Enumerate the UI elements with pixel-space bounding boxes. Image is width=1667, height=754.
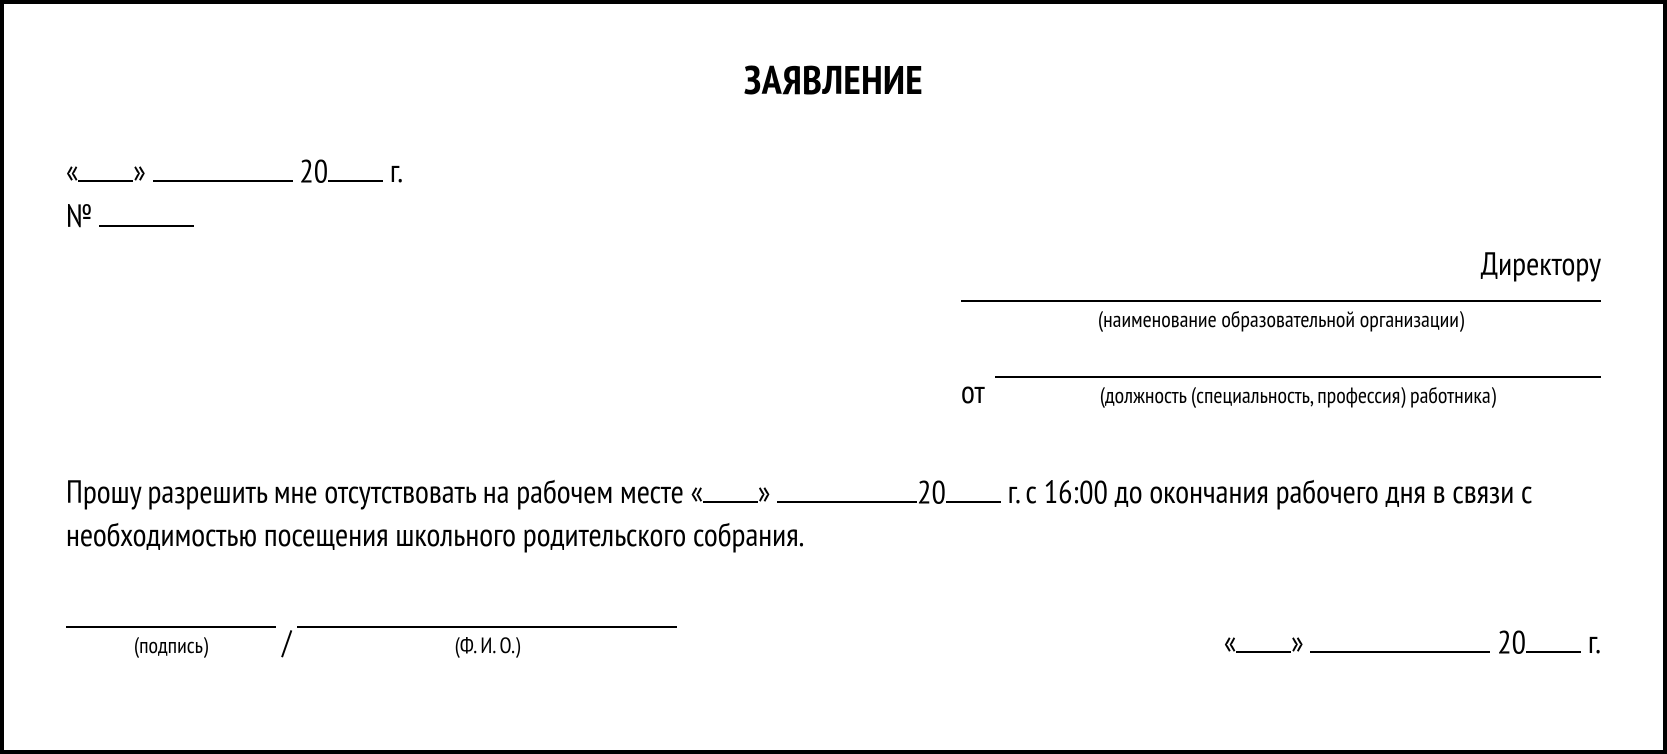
- date-open-quote: «: [66, 149, 78, 191]
- body-month-blank[interactable]: [777, 472, 917, 502]
- from-caption: (должность (специальность, профессия) ра…: [995, 382, 1601, 410]
- fio-cell: (Ф. И. О.): [297, 596, 677, 660]
- date-century: 20: [299, 149, 328, 191]
- org-line[interactable]: [961, 286, 1601, 302]
- sig-month-blank[interactable]: [1310, 623, 1490, 653]
- body-part2: »: [758, 470, 777, 512]
- body-year-blank[interactable]: [946, 472, 1001, 502]
- signature-slash: /: [276, 620, 297, 662]
- addressee-to: Директору: [66, 242, 1601, 284]
- sig-date-close: »: [1291, 620, 1303, 662]
- addressee-from-row: от (должность (специальность, профессия)…: [961, 362, 1601, 412]
- form-title: ЗАЯВЛЕНИЕ: [66, 54, 1601, 106]
- number-line: №: [66, 193, 1601, 238]
- body-century: 20: [917, 470, 946, 512]
- date-month-blank[interactable]: [153, 152, 293, 182]
- from-line[interactable]: [995, 362, 1601, 378]
- date-year-blank[interactable]: [328, 152, 383, 182]
- sig-year-blank[interactable]: [1526, 623, 1581, 653]
- registration-block: « » 20 г. №: [66, 148, 1601, 238]
- body-text: Прошу разрешить мне отсутствовать на раб…: [66, 470, 1601, 556]
- number-blank[interactable]: [99, 196, 194, 226]
- date-year-suffix: г.: [390, 149, 403, 191]
- date-day-blank[interactable]: [78, 152, 133, 182]
- sig-year-suffix: г.: [1588, 620, 1601, 662]
- signature-line[interactable]: [66, 596, 276, 628]
- fio-line[interactable]: [297, 596, 677, 628]
- sig-day-blank[interactable]: [1236, 623, 1291, 653]
- from-label: от: [961, 370, 985, 412]
- date-close-quote: »: [133, 149, 145, 191]
- body-day-blank[interactable]: [703, 472, 758, 502]
- fio-caption: (Ф. И. О.): [297, 632, 677, 660]
- application-form: ЗАЯВЛЕНИЕ « » 20 г. № Директору (наименов…: [0, 0, 1667, 754]
- signature-cell: (подпись): [66, 596, 276, 660]
- signature-row: (подпись) / (Ф. И. О.) « » 20 г.: [66, 596, 1601, 662]
- addressee-org-row: (наименование образовательной организаци…: [961, 286, 1601, 334]
- body-part1: Прошу разрешить мне отсутствовать на раб…: [66, 470, 703, 512]
- signature-date: « » 20 г.: [1224, 620, 1601, 662]
- sig-date-open: «: [1224, 620, 1236, 662]
- number-label: №: [66, 194, 92, 236]
- sig-century: 20: [1497, 620, 1526, 662]
- date-line: « » 20 г.: [66, 148, 1601, 193]
- org-caption: (наименование образовательной организаци…: [961, 306, 1601, 334]
- addressee-block: Директору (наименование образовательной …: [66, 242, 1601, 412]
- signature-caption: (подпись): [66, 632, 276, 660]
